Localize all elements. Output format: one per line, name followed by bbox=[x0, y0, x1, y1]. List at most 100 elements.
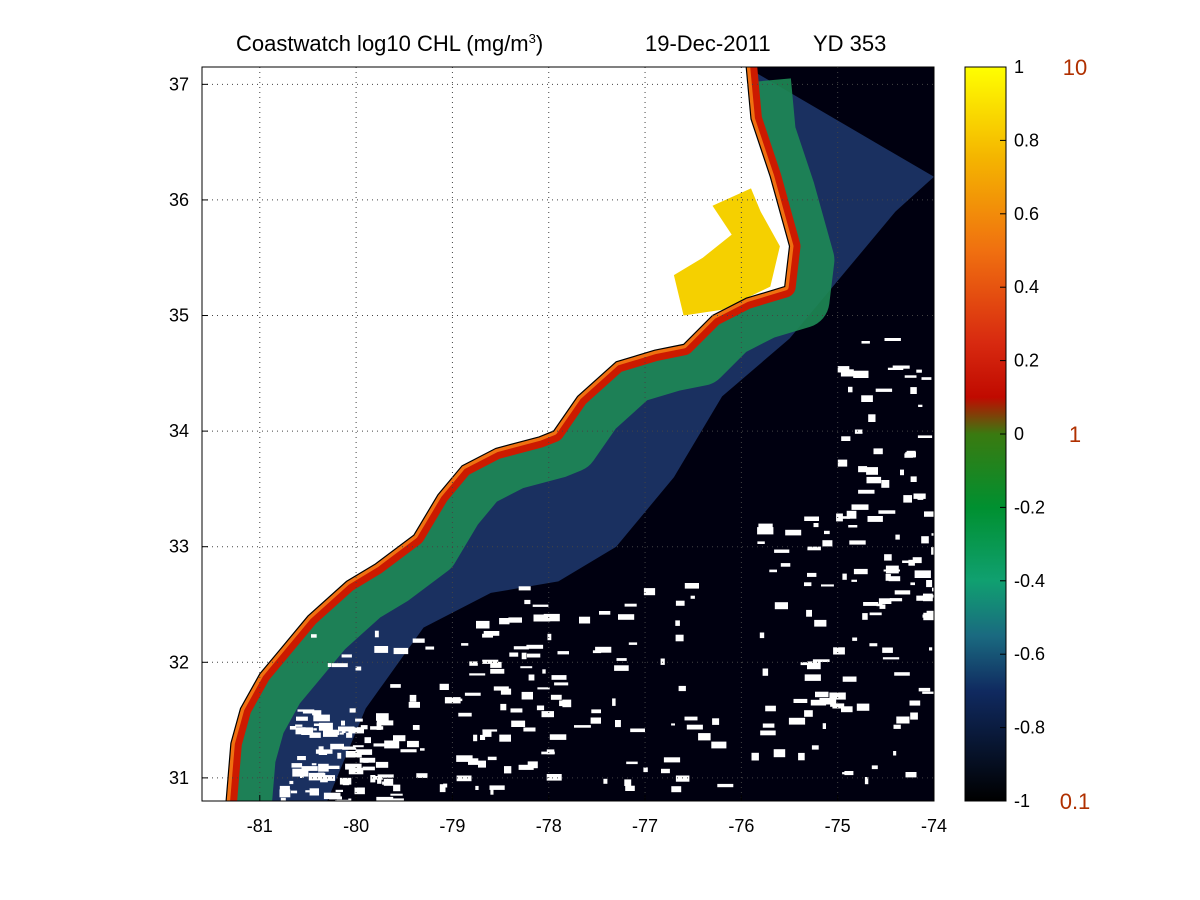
cloud-patch bbox=[765, 705, 776, 712]
cloud-patch bbox=[624, 779, 632, 786]
cloud-patch bbox=[861, 395, 873, 402]
colorbar bbox=[964, 66, 1007, 802]
cloud-patch bbox=[296, 716, 308, 721]
cloud-patch bbox=[541, 711, 554, 718]
cloud-patch bbox=[848, 386, 853, 393]
cloud-patch bbox=[614, 665, 629, 671]
cloud-patch bbox=[483, 631, 500, 636]
cloud-patch bbox=[311, 763, 317, 766]
cloud-patch bbox=[291, 763, 303, 768]
cloud-patch bbox=[327, 663, 332, 667]
cloud-patch bbox=[893, 724, 901, 729]
cloud-patch bbox=[842, 676, 857, 682]
cloud-patch bbox=[921, 377, 932, 380]
cloud-patch bbox=[807, 572, 817, 577]
cloud-patch bbox=[320, 775, 328, 783]
cloud-patch bbox=[892, 365, 910, 369]
cloud-patch bbox=[837, 366, 850, 373]
cloud-patch bbox=[603, 778, 608, 784]
x-tick-label: -78 bbox=[536, 816, 562, 836]
cloud-patch bbox=[444, 697, 461, 704]
cloud-patch bbox=[595, 646, 612, 653]
cloud-patch bbox=[856, 703, 870, 711]
cloud-patch bbox=[323, 792, 341, 800]
cloud-patch bbox=[345, 763, 362, 770]
cloud-patch bbox=[878, 598, 892, 604]
cloud-patch bbox=[903, 495, 912, 503]
cloud-patch bbox=[420, 748, 425, 751]
cloud-patch bbox=[626, 761, 638, 765]
cloud-patch bbox=[922, 614, 934, 618]
cloud-patch bbox=[889, 598, 903, 602]
cloud-patch bbox=[360, 725, 368, 730]
cloud-patch bbox=[916, 595, 930, 601]
colorbar-tick-label: 0.6 bbox=[1014, 204, 1039, 224]
cloud-patch bbox=[822, 723, 826, 729]
cloud-patch bbox=[309, 788, 319, 796]
cloud-patch bbox=[311, 634, 317, 638]
cloud-patch bbox=[926, 610, 934, 616]
map-yearday: YD 353 bbox=[813, 31, 886, 56]
colorbar-tick-label: 0.2 bbox=[1014, 351, 1039, 371]
x-tick-label: -75 bbox=[825, 816, 851, 836]
cloud-patch bbox=[686, 724, 703, 730]
cloud-patch bbox=[769, 569, 777, 573]
cloud-patch bbox=[804, 710, 813, 717]
cloud-patch bbox=[867, 516, 883, 522]
cloud-patch bbox=[364, 737, 371, 744]
cloud-patch bbox=[439, 683, 449, 690]
cloud-patch bbox=[675, 600, 685, 606]
cloud-patch bbox=[318, 752, 328, 755]
cloud-patch bbox=[408, 701, 420, 708]
cloud-patch bbox=[852, 637, 858, 641]
longitude-axis: -81 -80 -79 -78 -77 -76 -75 -74 bbox=[247, 795, 947, 836]
cloud-patch bbox=[914, 570, 931, 578]
cloud-patch bbox=[393, 647, 409, 655]
cloud-patch bbox=[909, 700, 921, 706]
colorbar-tick-label: -0.8 bbox=[1014, 718, 1045, 738]
cloud-patch bbox=[864, 777, 869, 785]
cloud-patch bbox=[879, 604, 886, 609]
cloud-patch bbox=[302, 711, 314, 714]
cloud-patch bbox=[618, 614, 635, 620]
cloud-patch bbox=[523, 727, 536, 732]
cloud-patch bbox=[868, 414, 876, 422]
cloud-patch bbox=[549, 734, 567, 740]
cloud-patch bbox=[557, 651, 569, 655]
cloud-patch bbox=[762, 723, 775, 728]
cloud-patch bbox=[312, 710, 322, 716]
cloud-patch bbox=[536, 705, 545, 711]
cloud-patch bbox=[887, 367, 904, 370]
cloud-patch bbox=[918, 687, 931, 692]
cloud-patch bbox=[330, 743, 344, 750]
cloud-patch bbox=[473, 734, 478, 742]
cloud-patch bbox=[842, 573, 847, 580]
cloud-patch bbox=[824, 530, 830, 535]
cloud-patch bbox=[822, 540, 833, 547]
cloud-patch bbox=[295, 724, 303, 727]
cloud-patch bbox=[456, 775, 472, 782]
cloud-patch bbox=[359, 757, 376, 763]
cloud-patch bbox=[504, 766, 512, 774]
cloud-patch bbox=[625, 785, 635, 791]
cloud-patch bbox=[551, 675, 567, 680]
cloud-patch bbox=[493, 686, 509, 691]
colorbar-tick-label: 1 bbox=[1014, 57, 1024, 77]
cloud-patch bbox=[412, 725, 420, 730]
cloud-patch bbox=[812, 659, 830, 662]
cloud-patch bbox=[881, 480, 890, 488]
x-tick-label: -81 bbox=[247, 816, 273, 836]
cloud-patch bbox=[630, 728, 645, 733]
cloud-patch bbox=[675, 775, 690, 782]
cloud-patch bbox=[926, 580, 933, 588]
cloud-patch bbox=[815, 691, 829, 698]
cloud-patch bbox=[774, 602, 788, 610]
cloud-patch bbox=[425, 646, 435, 650]
cloud-patch bbox=[917, 435, 933, 438]
cloud-patch bbox=[774, 549, 790, 553]
cloud-patch bbox=[910, 476, 917, 482]
cloud-patch bbox=[533, 614, 551, 622]
cloud-patch bbox=[806, 609, 812, 617]
y-tick-label: 32 bbox=[169, 652, 189, 672]
